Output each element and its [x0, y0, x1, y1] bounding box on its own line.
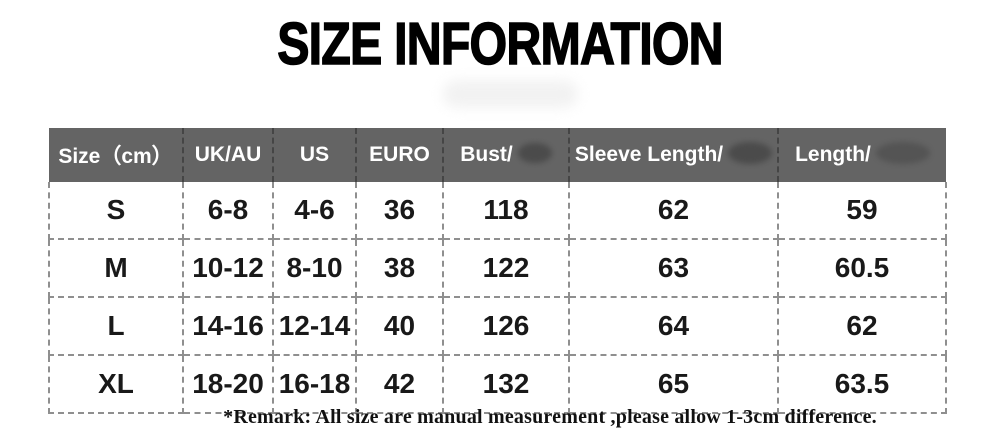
cell-uk-au: 18-20: [182, 354, 274, 414]
header-label-us: US: [299, 143, 330, 166]
cell-us: 8-10: [272, 238, 357, 298]
cell-sleeve-length: 65: [568, 354, 779, 414]
table-header-row: Size（cm） UK/AU US EURO Bust/ Sleeve Leng…: [49, 128, 946, 182]
header-label-size: Size（cm）: [58, 145, 173, 168]
header-cell-size: Size（cm）: [49, 128, 183, 182]
header-label-bust: Bust/: [460, 143, 513, 166]
table-row-l: L 14-16 12-14 40 126 64 62: [48, 296, 947, 356]
cell-sleeve-length: 62: [568, 182, 779, 240]
cell-euro: 38: [355, 238, 444, 298]
cell-euro: 42: [355, 354, 444, 414]
cell-size: XL: [48, 354, 184, 414]
header-cell-us: US: [272, 128, 356, 182]
size-table: Size（cm） UK/AU US EURO Bust/ Sleeve Leng…: [48, 128, 947, 414]
table-row-xl: XL 18-20 16-18 42 132 65 63.5: [48, 354, 947, 414]
cell-euro: 36: [355, 182, 444, 240]
cell-bust: 132: [442, 354, 570, 414]
cell-uk-au: 6-8: [182, 182, 274, 240]
cell-uk-au: 10-12: [182, 238, 274, 298]
header-cell-bust: Bust/: [442, 128, 569, 182]
faint-background-smudge: [443, 80, 578, 108]
cell-size: M: [48, 238, 184, 298]
cell-bust: 118: [442, 182, 570, 240]
cell-sleeve-length: 64: [568, 296, 779, 356]
cell-euro: 40: [355, 296, 444, 356]
cell-length: 59: [777, 182, 947, 240]
header-cell-sleeve-length: Sleeve Length/: [568, 128, 778, 182]
blurred-text-smudge: [875, 142, 930, 165]
cell-us: 12-14: [272, 296, 357, 356]
cell-us: 4-6: [272, 182, 357, 240]
cell-length: 63.5: [777, 354, 947, 414]
blurred-text-smudge: [728, 142, 773, 165]
header-cell-length: Length/: [777, 128, 946, 182]
table-row-s: S 6-8 4-6 36 118 62 59: [48, 182, 947, 240]
table-row-m: M 10-12 8-10 38 122 63 60.5: [48, 238, 947, 298]
blurred-text-smudge: [517, 143, 552, 164]
header-label-euro: EURO: [369, 143, 430, 166]
cell-uk-au: 14-16: [182, 296, 274, 356]
header-cell-euro: EURO: [355, 128, 443, 182]
cell-sleeve-length: 63: [568, 238, 779, 298]
cell-size: S: [48, 182, 184, 240]
footer-remark: *Remark: All size are manual measurement…: [223, 406, 877, 428]
header-label-sleeve-length: Sleeve Length/: [574, 143, 724, 166]
header-label-uk-au: UK/AU: [194, 143, 262, 166]
cell-us: 16-18: [272, 354, 357, 414]
cell-length: 60.5: [777, 238, 947, 298]
page-title: SIZE INFORMATION: [277, 10, 725, 78]
header-label-length: Length/: [795, 143, 871, 166]
cell-length: 62: [777, 296, 947, 356]
cell-size: L: [48, 296, 184, 356]
header-cell-uk-au: UK/AU: [182, 128, 273, 182]
cell-bust: 122: [442, 238, 570, 298]
cell-bust: 126: [442, 296, 570, 356]
